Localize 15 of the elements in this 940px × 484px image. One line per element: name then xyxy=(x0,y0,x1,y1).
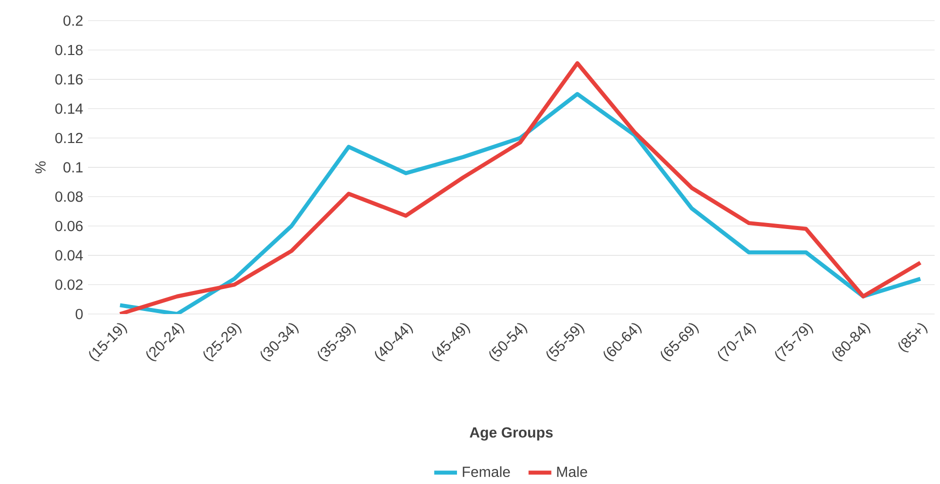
y-tick-label: 0.14 xyxy=(55,103,83,114)
legend-label: Female xyxy=(462,466,510,477)
y-tick-label: 0.16 xyxy=(55,74,83,84)
y-tick-label: 0.04 xyxy=(55,250,83,260)
y-tick-label: 0.18 xyxy=(55,44,83,56)
y-axis-title: % xyxy=(35,161,46,174)
y-tick-label: 0.06 xyxy=(55,220,83,232)
y-tick-label: 0.12 xyxy=(55,132,83,144)
y-tick-label: 0.02 xyxy=(55,279,83,290)
y-tick-label: 0.08 xyxy=(55,191,83,202)
y-tick-label: 0.2 xyxy=(63,15,83,26)
legend-label: Male xyxy=(557,466,588,477)
y-tick-label: 0 xyxy=(76,308,83,320)
x-axis-title: Age Groups xyxy=(470,427,553,440)
y-tick-label: 0.1 xyxy=(63,162,83,172)
